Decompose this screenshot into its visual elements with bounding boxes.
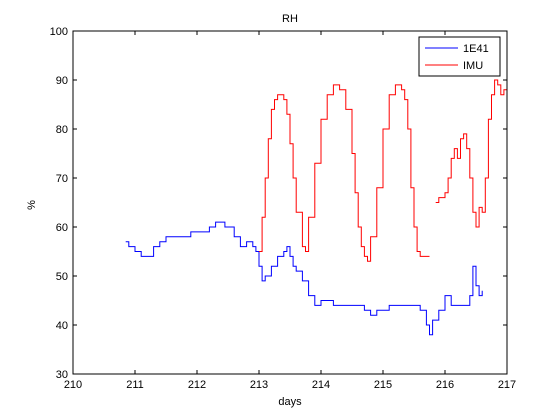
legend-box	[418, 36, 501, 77]
x-tick-label: 214	[312, 379, 330, 391]
y-tick-label: 30	[56, 369, 68, 381]
chart-title: RH	[282, 13, 298, 25]
axis-layer: 210 211 212 213 214 215 216 217 30 40 50 60 70 80 90 10…	[50, 26, 517, 391]
legend-label-1e41: 1E41	[463, 43, 489, 55]
y-tick-label: 40	[56, 320, 68, 332]
series-line-imu-1	[259, 84, 430, 262]
series-layer	[125, 79, 507, 336]
x-tick-label: 211	[126, 379, 144, 391]
y-tick-label: 100	[50, 26, 68, 38]
series-line-1e41-0	[125, 221, 483, 336]
legend-label-imu: IMU	[463, 60, 483, 72]
y-tick-label: 70	[56, 173, 68, 185]
legend: 1E41 IMU	[418, 36, 501, 77]
series-line-imu-2	[435, 79, 507, 228]
y-tick-label: 60	[56, 222, 68, 234]
x-tick-label: 213	[250, 379, 268, 391]
plot-area	[73, 31, 507, 374]
x-axis-label: days	[278, 396, 302, 408]
x-tick-label: 217	[498, 379, 516, 391]
y-tick-label: 90	[56, 75, 68, 87]
y-tick-label: 80	[56, 124, 68, 136]
x-tick-label: 215	[374, 379, 392, 391]
y-tick-label: 50	[56, 271, 68, 283]
y-axis-label: %	[26, 200, 38, 210]
x-tick-label: 216	[436, 379, 454, 391]
x-tick-label: 210	[64, 379, 82, 391]
x-tick-label: 212	[188, 379, 206, 391]
plot-frame	[72, 30, 508, 375]
